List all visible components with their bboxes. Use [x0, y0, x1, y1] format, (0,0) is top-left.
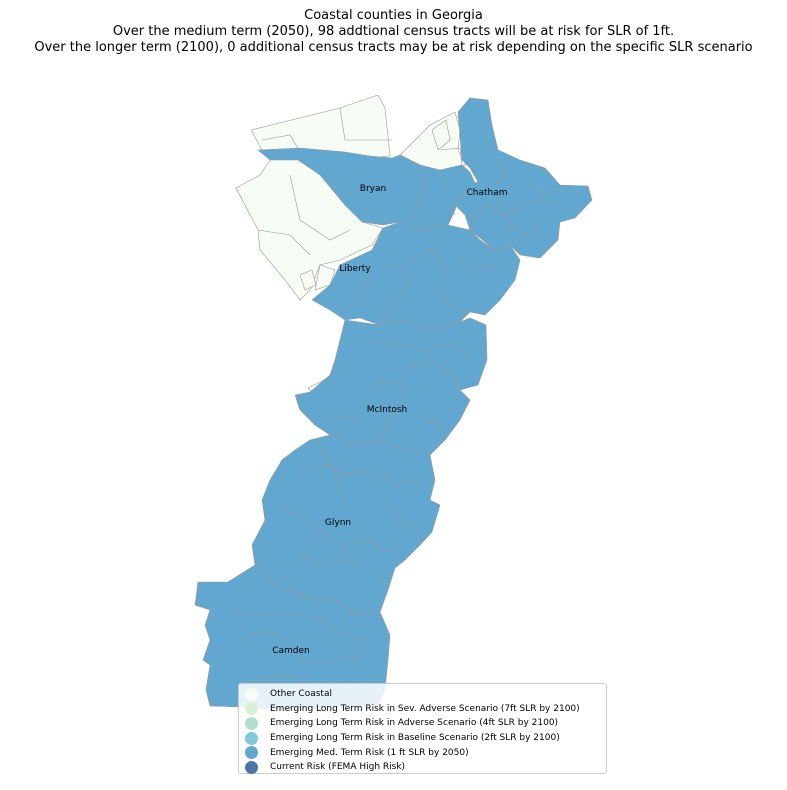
legend-swatch	[245, 716, 258, 730]
tract-chatham-a	[431, 119, 451, 151]
tract-liberty-coast	[311, 221, 521, 331]
county-label-bryan: Bryan	[360, 184, 386, 194]
county-label-chatham: Chatham	[466, 188, 507, 198]
legend-item: Emerging Long Term Risk in Sev. Adverse …	[245, 702, 600, 717]
legend-label: Emerging Long Term Risk in Sev. Adverse …	[270, 703, 580, 714]
legend-swatch	[245, 687, 258, 701]
tract-borders	[229, 159, 561, 689]
county-label-liberty: Liberty	[339, 264, 371, 274]
legend-label: Emerging Med. Term Risk (1 ft SLR by 205…	[270, 747, 469, 758]
title-line-3: Over the longer term (2100), 0 additiona…	[34, 40, 753, 55]
legend-swatch	[245, 702, 258, 716]
legend-item: Emerging Long Term Risk in Adverse Scena…	[245, 716, 600, 731]
map-title: Coastal counties in Georgia Over the med…	[0, 8, 787, 56]
tract-bryan-north	[250, 94, 391, 159]
tract-bryan-coast	[257, 147, 479, 231]
legend-swatch	[245, 760, 258, 774]
other-coastal-tracts	[235, 94, 513, 541]
tract-mcintosh	[294, 317, 488, 456]
tract-liberty-b	[257, 229, 311, 256]
legend-label: Current Risk (FEMA High Risk)	[270, 762, 406, 773]
legend-item: Other Coastal	[245, 687, 600, 702]
tract-liberty-d	[299, 269, 317, 291]
map-legend: Other Coastal Emerging Long Term Risk in …	[238, 683, 607, 774]
county-label-camden: Camden	[272, 646, 310, 656]
tract-liberty-a	[289, 174, 351, 241]
legend-label: Emerging Long Term Risk in Baseline Scen…	[270, 733, 560, 744]
tract-chatham-b	[439, 147, 463, 166]
legend-item: Current Risk (FEMA High Risk)	[245, 760, 600, 775]
med-term-risk-tracts	[194, 97, 593, 711]
tract-bryan-north-b	[261, 134, 301, 153]
county-label-mcintosh: McIntosh	[367, 405, 408, 415]
legend-label: Emerging Long Term Risk in Adverse Scena…	[270, 718, 559, 729]
legend-swatch	[245, 746, 258, 760]
tract-bryan-north-a	[339, 107, 392, 141]
county-labels: Bryan Chatham Liberty McIntosh Glynn Cam…	[272, 184, 507, 656]
legend-label: Other Coastal	[270, 689, 332, 700]
county-label-glynn: Glynn	[325, 518, 351, 528]
title-line-2: Over the medium term (2050), 98 addtiona…	[112, 24, 675, 39]
legend-item: Emerging Long Term Risk in Baseline Scen…	[245, 731, 600, 746]
legend-item: Emerging Med. Term Risk (1 ft SLR by 205…	[245, 745, 600, 760]
title-line-1: Coastal counties in Georgia	[304, 8, 483, 23]
legend-swatch	[245, 731, 258, 745]
